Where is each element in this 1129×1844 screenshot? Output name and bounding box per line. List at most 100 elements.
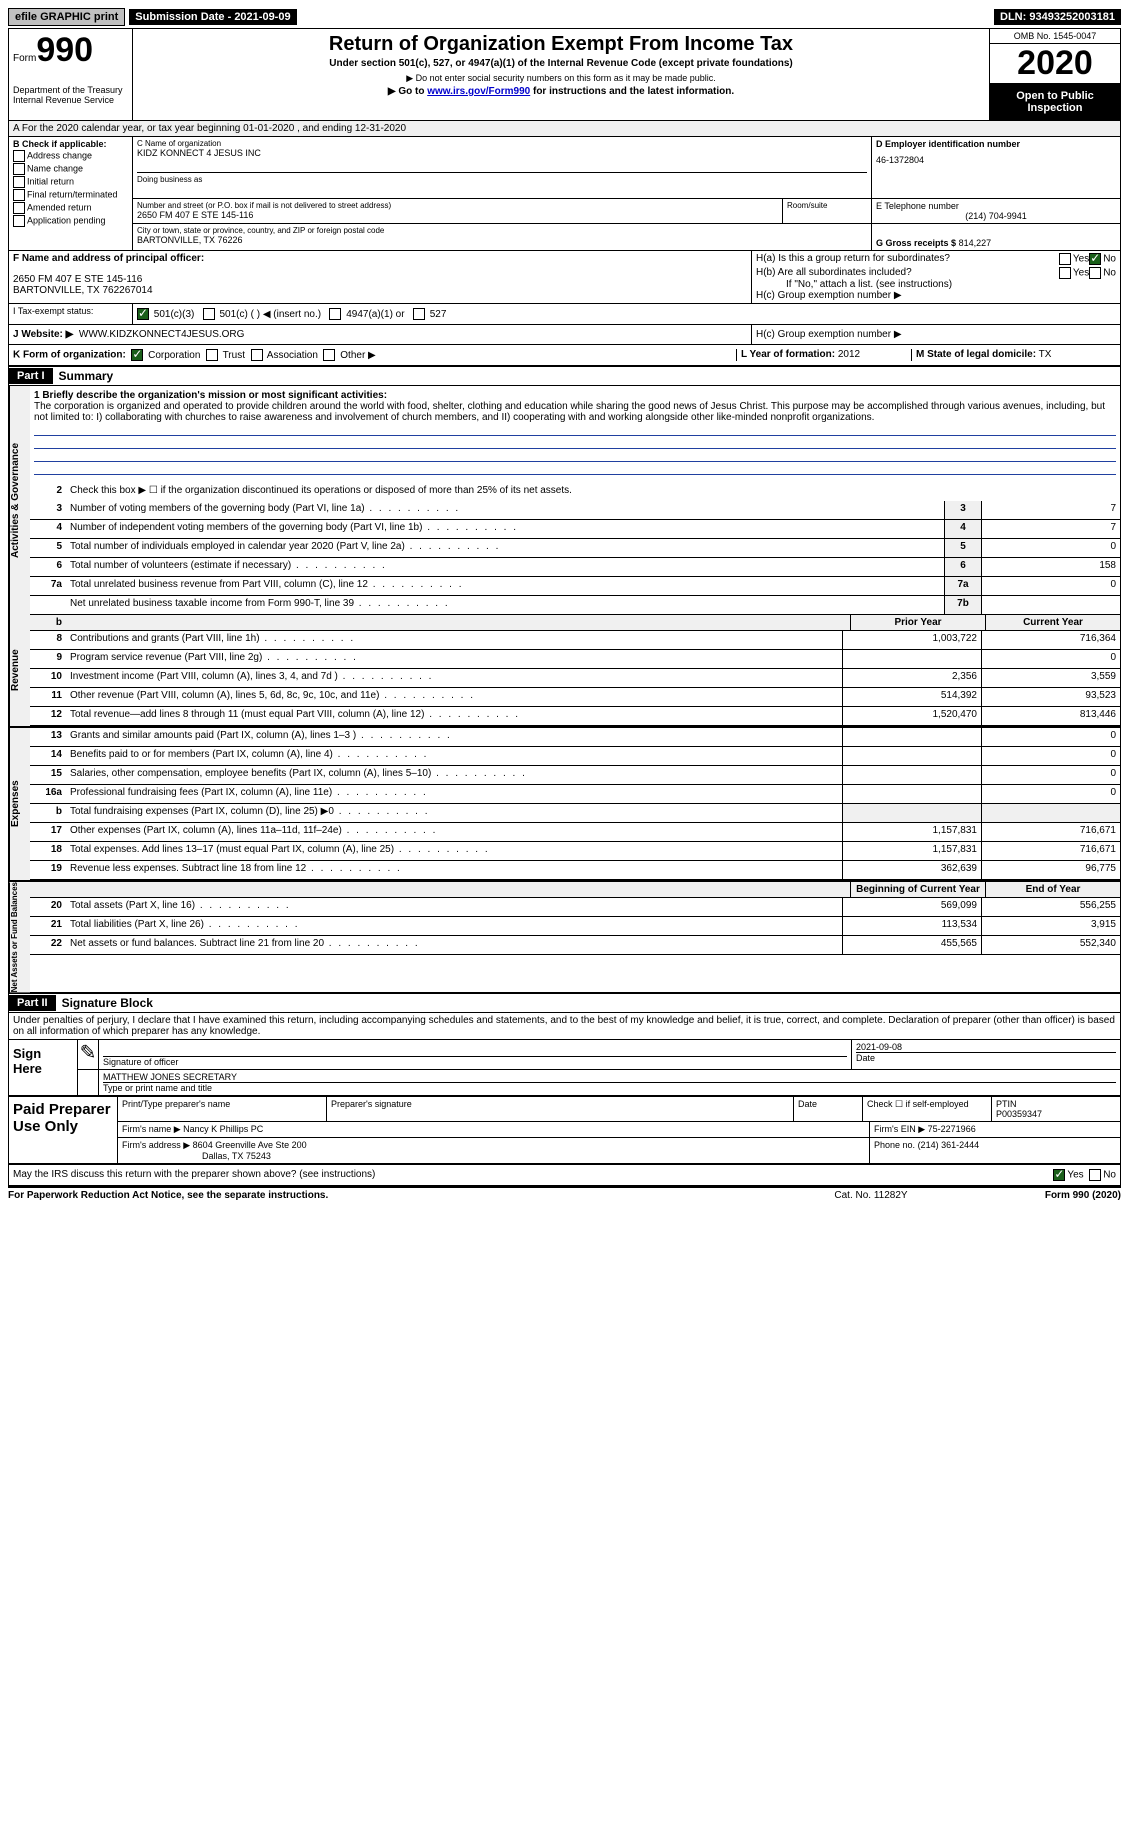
website: WWW.KIDZKONNECT4JESUS.ORG xyxy=(79,329,245,340)
hb-yes[interactable]: Yes xyxy=(1059,267,1089,279)
sig-officer-label: Signature of officer xyxy=(103,1056,847,1067)
officer-addr1: 2650 FM 407 E STE 145-116 xyxy=(13,274,747,285)
firm-addr2: Dallas, TX 75243 xyxy=(122,1151,271,1161)
officer-addr2: BARTONVILLE, TX 762267014 xyxy=(13,285,747,296)
self-employed-chk[interactable]: Check ☐ if self-employed xyxy=(863,1097,992,1121)
part1-header: Part I Summary xyxy=(9,367,1120,386)
section-e: E Telephone number (214) 704-9941 xyxy=(872,199,1120,223)
section-g: G Gross receipts $ 814,227 xyxy=(872,224,1120,250)
cat-no: Cat. No. 11282Y xyxy=(771,1190,971,1201)
prep-name-label: Print/Type preparer's name xyxy=(118,1097,327,1121)
chk-association[interactable]: Association xyxy=(251,350,318,361)
form-title: Return of Organization Exempt From Incom… xyxy=(137,33,985,56)
chk-name-change[interactable]: Name change xyxy=(13,163,128,175)
net-headers: Beginning of Current Year End of Year xyxy=(30,882,1120,898)
irs-link[interactable]: www.irs.gov/Form990 xyxy=(427,86,530,97)
officer-name: MATTHEW JONES SECRETARY xyxy=(103,1072,1116,1082)
form-ref: Form 990 (2020) xyxy=(971,1190,1121,1201)
data-line: 22Net assets or fund balances. Subtract … xyxy=(30,936,1120,955)
data-line: 12Total revenue—add lines 8 through 11 (… xyxy=(30,707,1120,726)
discuss-no[interactable]: No xyxy=(1089,1169,1116,1181)
prep-date-label: Date xyxy=(794,1097,863,1121)
chk-initial-return[interactable]: Initial return xyxy=(13,176,128,188)
section-klm: K Form of organization: Corporation Trus… xyxy=(9,345,1120,367)
org-address: 2650 FM 407 E STE 145-116 xyxy=(137,210,778,220)
tax-status-row: I Tax-exempt status: 501(c)(3) 501(c) ( … xyxy=(9,304,1120,325)
tab-revenue: Revenue xyxy=(9,615,30,726)
section-bcde: B Check if applicable: Address change Na… xyxy=(9,137,1120,251)
city-label: City or town, state or province, country… xyxy=(137,226,867,235)
gov-line: 7aTotal unrelated business revenue from … xyxy=(30,577,1120,596)
section-fh: F Name and address of principal officer:… xyxy=(9,251,1120,304)
perjury-declaration: Under penalties of perjury, I declare th… xyxy=(9,1013,1120,1040)
net-assets-section: Net Assets or Fund Balances Beginning of… xyxy=(9,882,1120,994)
topbar: efile GRAPHIC print Submission Date - 20… xyxy=(8,8,1121,26)
chk-corporation[interactable]: Corporation xyxy=(131,350,200,361)
form-subtitle: Under section 501(c), 527, or 4947(a)(1)… xyxy=(137,58,985,69)
dept-treasury: Department of the Treasury Internal Reve… xyxy=(13,85,128,105)
data-line: 13Grants and similar amounts paid (Part … xyxy=(30,728,1120,747)
section-b-label: B Check if applicable: xyxy=(13,139,128,149)
firm-name: Nancy K Phillips PC xyxy=(183,1124,263,1134)
data-line: 10Investment income (Part VIII, column (… xyxy=(30,669,1120,688)
sign-here-block: Sign Here ✎ Signature of officer 2021-09… xyxy=(9,1040,1120,1095)
firm-addr1: 8604 Greenville Ave Ste 200 xyxy=(193,1140,307,1150)
gov-line: 6Total number of volunteers (estimate if… xyxy=(30,558,1120,577)
chk-application-pending[interactable]: Application pending xyxy=(13,215,128,227)
tab-net-assets: Net Assets or Fund Balances xyxy=(9,882,30,992)
hc-label: H(c) Group exemption number ▶ xyxy=(756,290,1116,301)
revenue-headers: b Prior Year Current Year xyxy=(30,615,1120,631)
mission-text: The corporation is organized and operate… xyxy=(34,401,1105,423)
year-formation: 2012 xyxy=(838,349,860,360)
section-c-name: C Name of organization KIDZ KONNECT 4 JE… xyxy=(133,137,872,198)
section-j: J Website: ▶ WWW.KIDZKONNECT4JESUS.ORG H… xyxy=(9,325,1120,345)
state-domicile: TX xyxy=(1039,349,1052,360)
ha-yes[interactable]: Yes xyxy=(1059,253,1089,265)
data-line: 17Other expenses (Part IX, column (A), l… xyxy=(30,823,1120,842)
addr-label: Number and street (or P.O. box if mail i… xyxy=(137,201,778,210)
tab-activities: Activities & Governance xyxy=(9,386,30,615)
data-line: bTotal fundraising expenses (Part IX, co… xyxy=(30,804,1120,823)
chk-4947[interactable]: 4947(a)(1) or xyxy=(329,309,404,320)
room-suite-label: Room/suite xyxy=(783,199,871,223)
current-year-hdr: Current Year xyxy=(985,615,1120,630)
submission-date: Submission Date - 2021-09-09 xyxy=(129,9,296,25)
chk-address-change[interactable]: Address change xyxy=(13,150,128,162)
data-line: 9Program service revenue (Part VIII, lin… xyxy=(30,650,1120,669)
discuss-row: May the IRS discuss this return with the… xyxy=(9,1165,1120,1187)
org-name: KIDZ KONNECT 4 JESUS INC xyxy=(137,148,867,158)
data-line: 18Total expenses. Add lines 13–17 (must … xyxy=(30,842,1120,861)
tax-status-label: I Tax-exempt status: xyxy=(9,304,133,324)
paid-preparer-label: Paid Preparer Use Only xyxy=(9,1097,118,1163)
gov-line: 5Total number of individuals employed in… xyxy=(30,539,1120,558)
part2-badge: Part II xyxy=(9,995,56,1011)
section-h: H(a) Is this a group return for subordin… xyxy=(752,251,1120,303)
chk-501c3[interactable]: 501(c)(3) xyxy=(137,309,194,320)
end-year-hdr: End of Year xyxy=(985,882,1120,897)
tab-expenses: Expenses xyxy=(9,728,30,880)
gov-line: 4Number of independent voting members of… xyxy=(30,520,1120,539)
chk-amended-return[interactable]: Amended return xyxy=(13,202,128,214)
chk-other[interactable]: Other ▶ xyxy=(323,350,375,361)
sig-date: 2021-09-08 xyxy=(856,1042,1116,1052)
discuss-yes[interactable]: Yes xyxy=(1053,1169,1083,1181)
chk-501c[interactable]: 501(c) ( ) ◀ (insert no.) xyxy=(203,309,321,320)
data-line: 20Total assets (Part X, line 16)569,0995… xyxy=(30,898,1120,917)
chk-527[interactable]: 527 xyxy=(413,309,446,320)
part1-title: Summary xyxy=(53,367,120,385)
chk-trust[interactable]: Trust xyxy=(206,350,245,361)
ha-no[interactable]: No xyxy=(1089,253,1116,265)
data-line: 21Total liabilities (Part X, line 26)113… xyxy=(30,917,1120,936)
hb-no[interactable]: No xyxy=(1089,267,1116,279)
telephone: (214) 704-9941 xyxy=(876,211,1116,221)
open-to-public: Open to Public Inspection xyxy=(990,84,1120,120)
chk-final-return[interactable]: Final return/terminated xyxy=(13,189,128,201)
section-d: D Employer identification number 46-1372… xyxy=(872,137,1120,198)
data-line: 15Salaries, other compensation, employee… xyxy=(30,766,1120,785)
efile-button[interactable]: efile GRAPHIC print xyxy=(8,8,125,26)
data-line: 11Other revenue (Part VIII, column (A), … xyxy=(30,688,1120,707)
dba-label: Doing business as xyxy=(137,172,867,184)
revenue-section: Revenue b Prior Year Current Year 8Contr… xyxy=(9,615,1120,728)
gov-line: Net unrelated business taxable income fr… xyxy=(30,596,1120,615)
form-label: Form xyxy=(13,53,36,64)
